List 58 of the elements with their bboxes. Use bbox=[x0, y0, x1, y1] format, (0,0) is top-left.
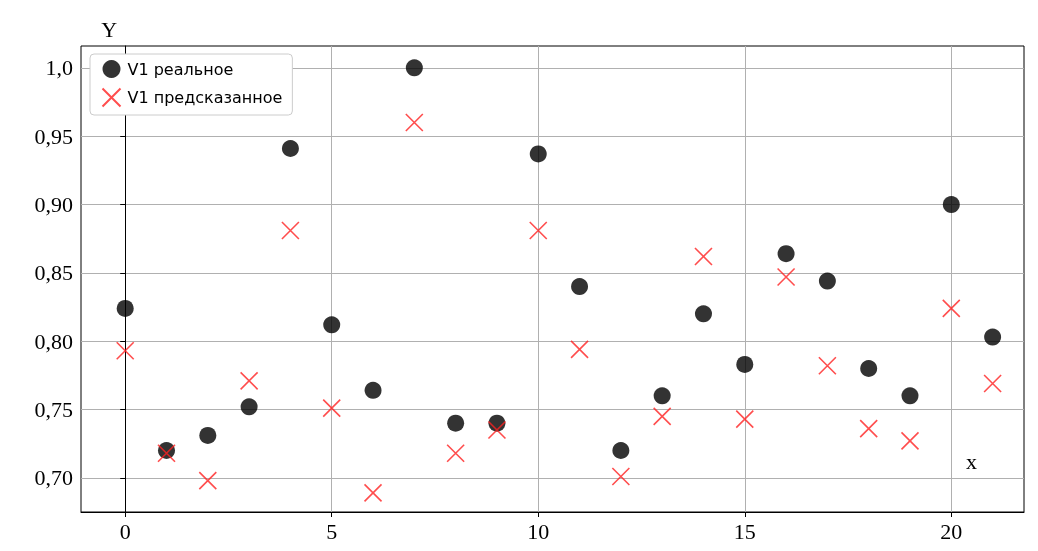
point bbox=[818, 356, 837, 376]
point bbox=[901, 387, 919, 405]
point bbox=[116, 299, 134, 317]
point bbox=[984, 328, 1002, 346]
point bbox=[735, 409, 755, 429]
point bbox=[157, 443, 176, 463]
x-tick-label: 15 bbox=[733, 518, 756, 544]
point bbox=[818, 272, 836, 290]
point bbox=[776, 267, 796, 287]
x-tick-label: 0 bbox=[119, 518, 131, 544]
point bbox=[653, 387, 671, 405]
y-tick-label: 0,75 bbox=[34, 397, 73, 423]
legend-label: V1 реальное bbox=[127, 59, 234, 79]
x-tick-label: 5 bbox=[326, 518, 338, 544]
y-tick-label: 0,85 bbox=[34, 260, 73, 286]
point bbox=[736, 355, 754, 373]
point bbox=[694, 247, 713, 266]
point bbox=[322, 398, 342, 418]
point bbox=[198, 471, 218, 490]
point bbox=[323, 316, 341, 334]
point bbox=[942, 299, 961, 318]
x-tick-label: 10 bbox=[527, 518, 550, 544]
point bbox=[281, 221, 300, 240]
point bbox=[115, 341, 135, 361]
x-tick-label: 20 bbox=[940, 518, 963, 544]
point bbox=[487, 420, 507, 440]
point bbox=[859, 419, 878, 438]
point bbox=[446, 443, 465, 463]
point bbox=[239, 371, 259, 391]
point bbox=[570, 340, 589, 359]
point bbox=[199, 426, 217, 444]
point bbox=[405, 113, 424, 132]
y-tick-label: 1,0 bbox=[45, 55, 73, 81]
point bbox=[652, 407, 672, 426]
legend-label: V1 предсказанное bbox=[127, 88, 283, 107]
point bbox=[900, 431, 920, 451]
y-tick-label: 0,90 bbox=[34, 192, 73, 218]
point bbox=[405, 59, 423, 77]
y-tick-label: 0,80 bbox=[34, 328, 73, 354]
point bbox=[694, 305, 712, 323]
y-tick-label: 0,95 bbox=[34, 123, 73, 149]
y-axis-title: Y bbox=[101, 16, 118, 42]
point bbox=[447, 414, 465, 432]
point bbox=[363, 483, 383, 503]
point bbox=[528, 221, 548, 240]
point bbox=[777, 245, 795, 263]
point bbox=[612, 442, 630, 459]
point bbox=[983, 374, 1002, 393]
point bbox=[529, 145, 547, 163]
x-axis-title: x bbox=[966, 448, 977, 474]
point bbox=[942, 196, 960, 214]
point bbox=[240, 398, 258, 416]
point bbox=[571, 278, 589, 296]
point bbox=[860, 360, 878, 378]
point bbox=[364, 381, 382, 399]
point bbox=[281, 140, 299, 157]
y-tick-label: 0,70 bbox=[34, 465, 73, 491]
point bbox=[611, 467, 631, 486]
